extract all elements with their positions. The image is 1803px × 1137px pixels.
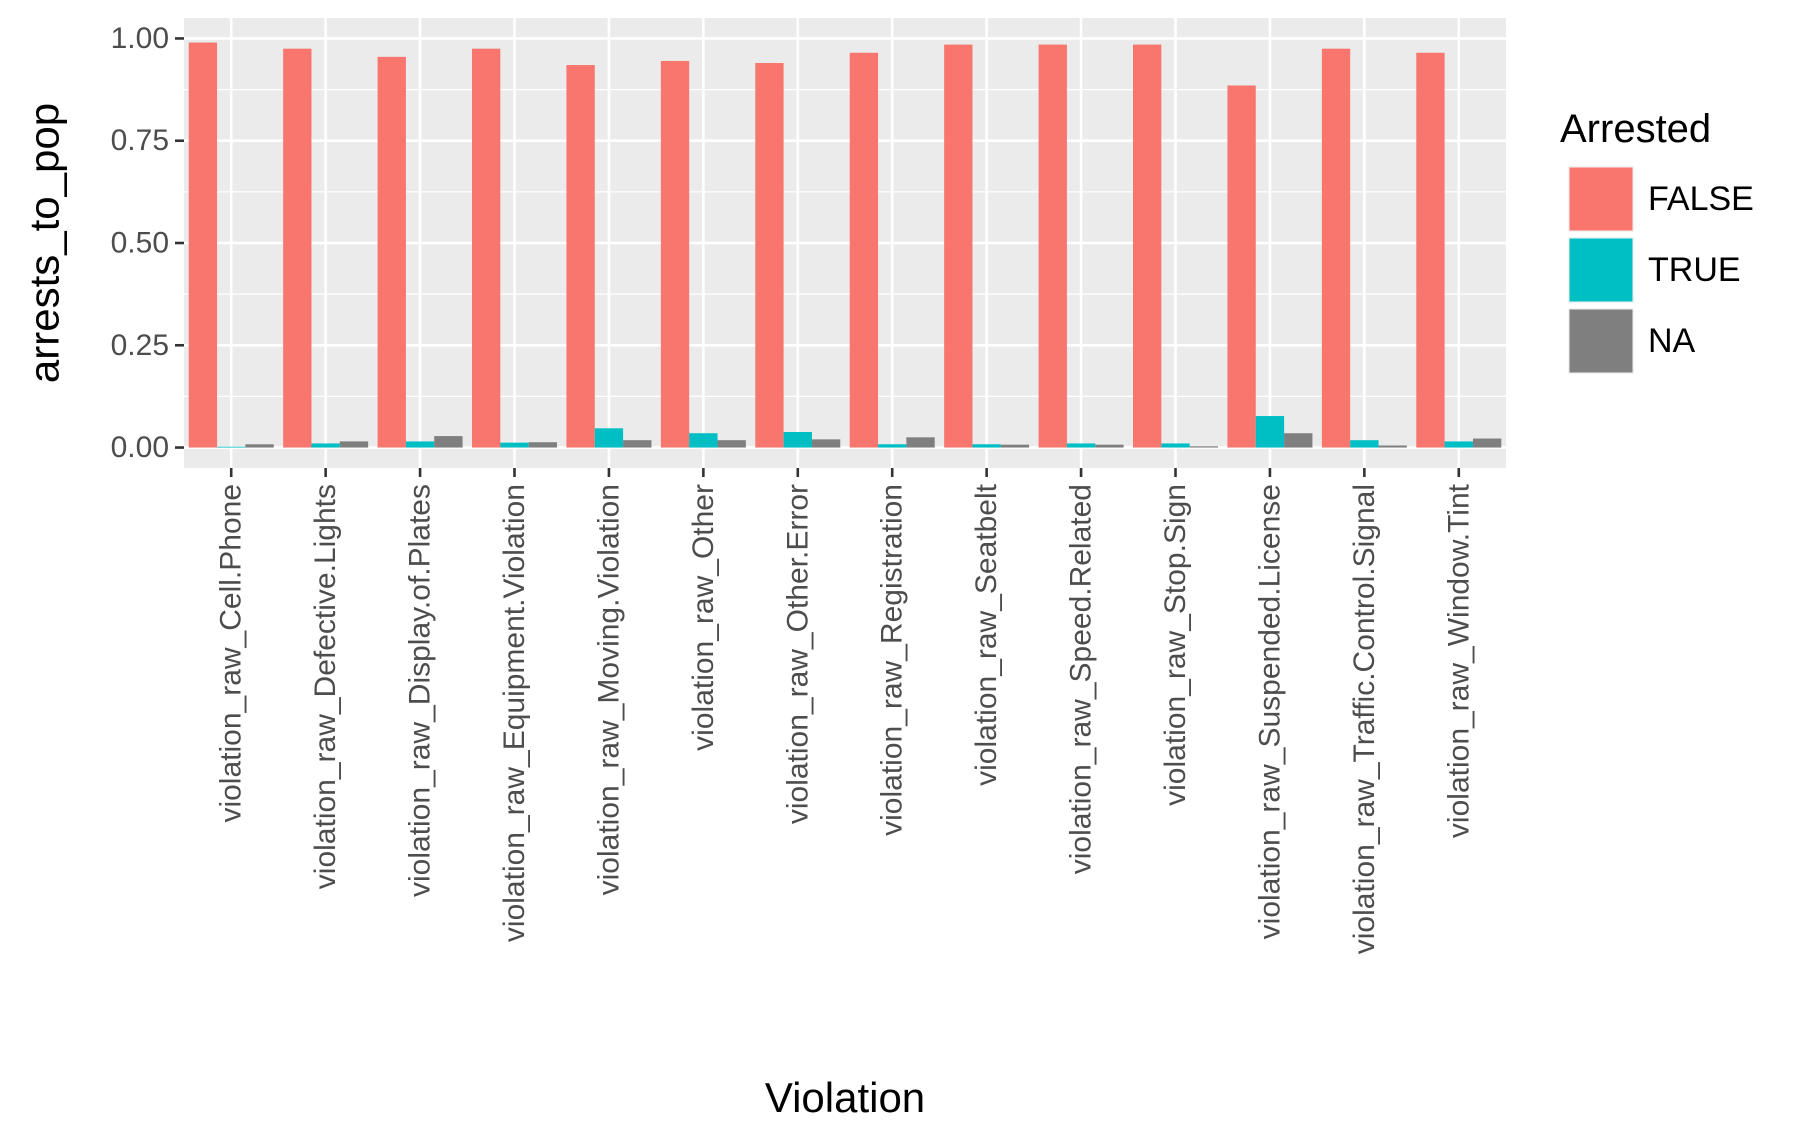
bar-false xyxy=(1133,44,1162,448)
bar-false xyxy=(472,48,501,448)
x-tick-label: violation_raw_Equipment.Violation xyxy=(498,484,531,942)
bar-false xyxy=(1416,52,1445,448)
x-tick-label: violation_raw_Suspended.License xyxy=(1253,484,1286,939)
legend-key-true xyxy=(1569,238,1633,302)
bar-na xyxy=(1000,444,1030,448)
bar-true xyxy=(878,444,907,448)
bar-na xyxy=(717,440,746,448)
x-tick-label: violation_raw_Cell.Phone xyxy=(215,484,248,823)
bar-false xyxy=(377,56,406,448)
bar-na xyxy=(1472,438,1502,448)
x-tick-label: violation_raw_Defective.Lights xyxy=(309,484,342,889)
bar-false xyxy=(944,44,973,448)
bar-true xyxy=(500,442,529,448)
bar-na xyxy=(528,442,557,448)
bar-false xyxy=(660,60,690,448)
bar-true xyxy=(594,428,624,448)
x-tick-label: violation_raw_Seatbelt xyxy=(970,483,1003,786)
bar-na xyxy=(1378,445,1407,448)
bar-false xyxy=(1321,48,1351,448)
bar-true xyxy=(689,433,718,448)
bar-na xyxy=(811,439,841,448)
x-tick-label: violation_raw_Moving.Violation xyxy=(592,484,625,895)
legend-title: Arrested xyxy=(1560,107,1711,151)
x-tick-label: violation_raw_Registration xyxy=(876,484,909,836)
x-axis-title: Violation xyxy=(765,1074,925,1121)
x-tick-label: violation_raw_Display.of.Plates xyxy=(404,484,437,897)
y-tick-label: 0.50 xyxy=(111,227,169,260)
legend-label: TRUE xyxy=(1648,251,1741,289)
x-tick-label: violation_raw_Speed.Related xyxy=(1065,484,1098,874)
x-tick-label: violation_raw_Stop.Sign xyxy=(1159,484,1192,806)
bar-na xyxy=(1095,444,1124,448)
bar-true xyxy=(1161,443,1190,448)
x-tick-label: violation_raw_Window.Tint xyxy=(1442,483,1475,838)
bar-true xyxy=(1350,440,1379,448)
legend: Arrested FALSE TRUE NA xyxy=(1560,107,1754,374)
bar-na xyxy=(1189,446,1218,448)
bar-false xyxy=(188,42,218,448)
bar-false xyxy=(755,63,784,448)
y-axis-title: arrests_to_pop xyxy=(21,103,68,383)
bar-true xyxy=(972,444,1001,448)
y-axis: 0.00 0.25 0.50 0.75 1.00 xyxy=(111,22,184,464)
bar-true xyxy=(783,432,812,448)
x-axis: violation_raw_Cell.Phone violation_raw_De… xyxy=(215,468,1475,954)
bar-false xyxy=(1038,44,1067,448)
bars-layer xyxy=(188,42,1502,448)
x-tick-label: violation_raw_Traffic.Control.Signal xyxy=(1348,484,1381,954)
y-tick-label: 0.25 xyxy=(111,329,169,362)
bar-true xyxy=(311,443,340,448)
x-tick-label: violation_raw_Other.Error xyxy=(781,484,814,824)
bar-na xyxy=(339,441,369,448)
bar-false xyxy=(566,65,595,448)
bar-true xyxy=(217,446,246,448)
bar-false xyxy=(849,52,879,448)
bar-na xyxy=(1284,433,1313,448)
y-tick-label: 0.75 xyxy=(111,124,169,157)
y-tick-label: 0.00 xyxy=(111,431,169,464)
bar-na xyxy=(906,437,935,448)
bar-true xyxy=(1066,443,1096,448)
bar-false xyxy=(283,48,312,448)
legend-key-na xyxy=(1569,309,1633,373)
bar-true xyxy=(405,441,435,448)
y-tick-label: 1.00 xyxy=(111,22,169,55)
bar-na xyxy=(434,436,463,448)
legend-label: FALSE xyxy=(1648,180,1754,218)
legend-key-false xyxy=(1569,167,1633,231)
bar-false xyxy=(1227,85,1256,448)
bar-true xyxy=(1255,416,1285,448)
bar-true xyxy=(1444,441,1473,448)
bar-na xyxy=(245,444,274,448)
bar-na xyxy=(623,440,652,448)
x-tick-label: violation_raw_Other xyxy=(687,484,720,751)
legend-label: NA xyxy=(1648,322,1696,360)
